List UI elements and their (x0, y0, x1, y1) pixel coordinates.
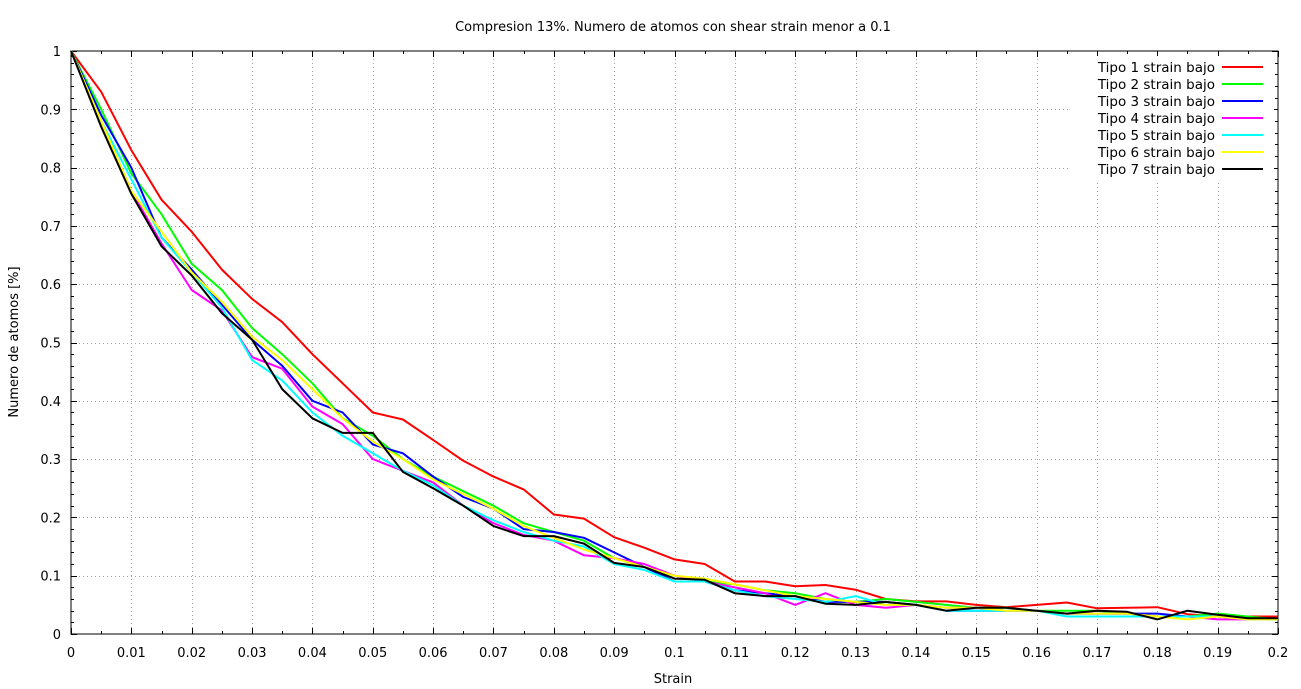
y-tick-label: 0.4 (40, 395, 61, 410)
chart-title: Compresion 13%. Numero de atomos con she… (455, 20, 891, 35)
legend-label: Tipo 2 strain bajo (1097, 77, 1215, 93)
y-axis-title: Numero de atomos [%] (7, 266, 22, 417)
axis-ticks (71, 51, 1279, 635)
y-tick-label: 0.1 (40, 570, 61, 585)
legend-label: Tipo 5 strain bajo (1097, 128, 1215, 144)
y-tick-labels: 0 0.1 0.2 0.3 0.4 0.5 0.6 0.7 0.8 0.9 1 (40, 45, 61, 643)
x-tick-label: 0.16 (1022, 646, 1051, 661)
x-tick-label: 0.18 (1143, 646, 1172, 661)
legend-label: Tipo 1 strain bajo (1097, 60, 1215, 76)
x-tick-label: 0.07 (479, 646, 508, 661)
x-tick-label: 0.17 (1082, 646, 1111, 661)
plot-frame (70, 50, 1279, 635)
x-tick-label: 0.01 (117, 646, 146, 661)
x-tick-label: 0.06 (419, 646, 448, 661)
legend-label: Tipo 3 strain bajo (1097, 94, 1215, 110)
x-tick-label: 0.15 (962, 646, 991, 661)
x-tick-labels: 0 0.01 0.02 0.03 0.04 0.05 0.06 0.07 0.08 0.09 0.1… (67, 646, 1288, 661)
x-tick-label: 0.04 (298, 646, 327, 661)
legend-label: Tipo 7 strain bajo (1097, 162, 1215, 178)
x-tick-label: 0.08 (539, 646, 568, 661)
y-tick-label: 0.2 (40, 511, 61, 526)
x-tick-label: 0.11 (720, 646, 749, 661)
x-tick-label: 0.09 (600, 646, 629, 661)
y-tick-label: 0.8 (40, 162, 61, 177)
x-tick-label: 0.12 (781, 646, 810, 661)
y-tick-label: 0.5 (40, 337, 61, 352)
series-lines (70, 50, 1279, 621)
x-axis-title: Strain (654, 672, 693, 687)
x-tick-label: 0.05 (358, 646, 387, 661)
x-tick-label: 0.14 (901, 646, 930, 661)
x-tick-label: 0.19 (1203, 646, 1232, 661)
y-tick-label: 0.3 (40, 453, 61, 468)
y-tick-label: 1 (53, 45, 61, 60)
series-line-tipo-1 (70, 50, 1278, 618)
y-tick-label: 0.9 (40, 103, 61, 118)
x-tick-label: 0.02 (177, 646, 206, 661)
x-tick-label: 0.13 (841, 646, 870, 661)
y-tick-label: 0.6 (40, 278, 61, 293)
y-tick-label: 0.7 (40, 220, 61, 235)
y-tick-label: 0 (53, 628, 61, 643)
x-tick-label: 0.03 (238, 646, 267, 661)
legend-label: Tipo 4 strain bajo (1097, 111, 1215, 127)
x-tick-label: 0.2 (1268, 646, 1289, 661)
series-line-tipo-7 (70, 50, 1278, 621)
x-tick-label: 0 (67, 646, 75, 661)
legend-label: Tipo 6 strain bajo (1097, 145, 1215, 161)
x-tick-label: 0.1 (664, 646, 685, 661)
